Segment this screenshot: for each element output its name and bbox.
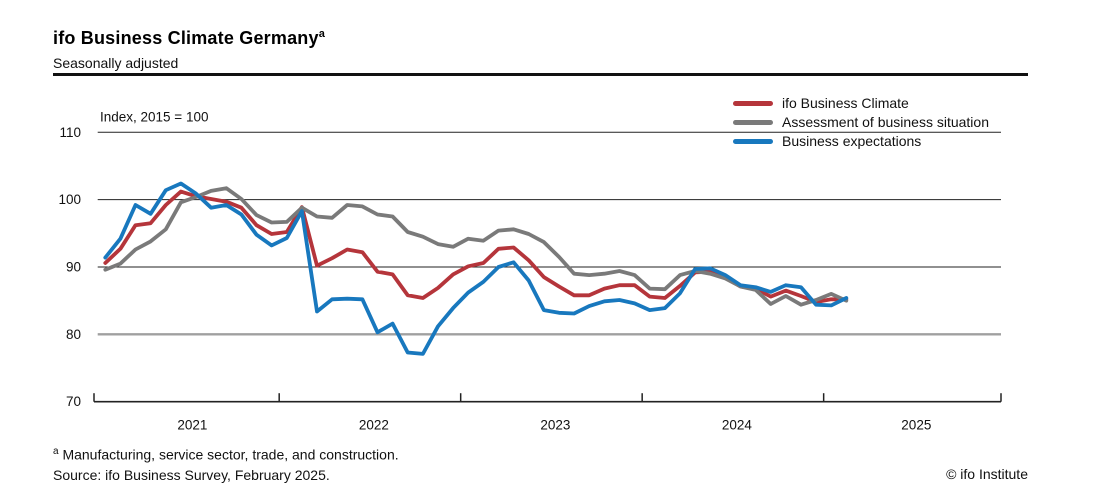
x-axis-year-label: 2023: [540, 418, 570, 433]
source-line: Source: ifo Business Survey, February 20…: [53, 467, 330, 483]
footnote-text: Manufacturing, service sector, trade, an…: [58, 446, 399, 463]
legend-item: Business expectations: [733, 132, 989, 151]
legend-line-swatch: [733, 120, 773, 125]
x-axis-year-label: 2025: [901, 418, 931, 433]
series-line-1: [103, 186, 849, 307]
x-axis-year-label: 2024: [722, 418, 753, 433]
footnote: a Manufacturing, service sector, trade, …: [53, 446, 399, 463]
legend-label: ifo Business Climate: [782, 95, 909, 111]
legend-label: Assessment of business situation: [782, 114, 989, 130]
legend-label: Business expectations: [782, 133, 922, 149]
footnote-marker: a: [53, 446, 59, 457]
y-axis-label: 90: [66, 260, 81, 275]
index-unit-label: Index, 2015 = 100: [100, 109, 208, 124]
series-line-2: [103, 181, 849, 356]
header-rule: [53, 73, 1028, 76]
y-axis-label: 100: [58, 192, 81, 207]
page-title-text: ifo Business Climate Germany: [53, 28, 319, 48]
x-axis-year-label: 2021: [177, 418, 207, 433]
y-axis-label: 110: [59, 125, 81, 140]
page-title: ifo Business Climate Germanya: [53, 28, 325, 49]
legend-item: ifo Business Climate: [733, 94, 989, 113]
copyright: © ifo Institute: [946, 466, 1028, 482]
y-axis-label: 80: [66, 327, 81, 342]
page-title-footnote-marker: a: [318, 28, 326, 40]
legend-line-swatch: [733, 139, 773, 144]
chart-legend: ifo Business Climate Assessment of busin…: [733, 94, 989, 151]
x-axis-year-label: 2022: [359, 418, 389, 433]
legend-item: Assessment of business situation: [733, 113, 989, 132]
legend-line-swatch: [733, 101, 773, 106]
page-subtitle: Seasonally adjusted: [53, 55, 179, 71]
y-axis-label: 70: [66, 394, 81, 409]
